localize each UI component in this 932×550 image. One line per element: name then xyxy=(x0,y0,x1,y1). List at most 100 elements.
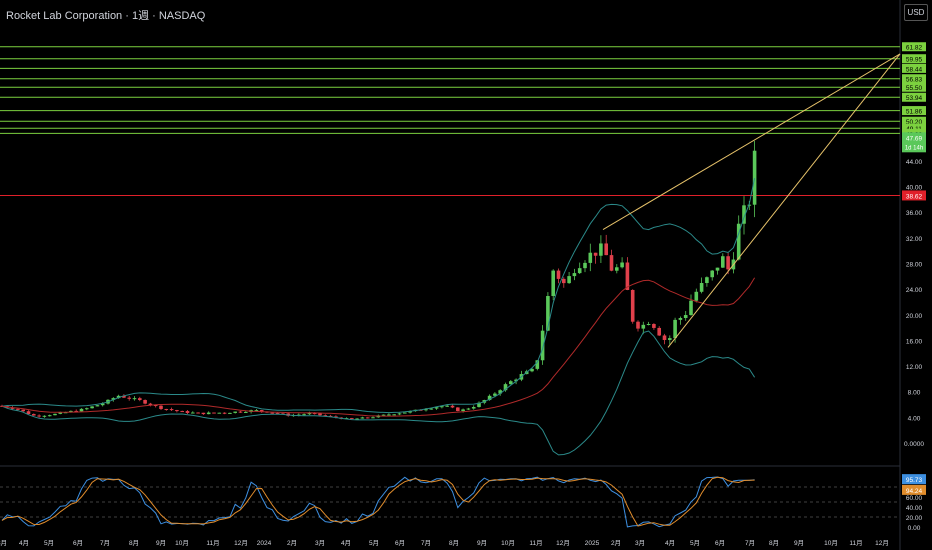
candle-body xyxy=(440,406,444,408)
candle-body xyxy=(694,291,699,301)
time-tick-label: 11月 xyxy=(529,539,542,547)
candle-body xyxy=(535,360,540,369)
price-tick-label: 12.00 xyxy=(906,364,923,371)
chart-title: Rocket Lab Corporation · 1週 · NASDAQ xyxy=(6,10,206,22)
candle-body xyxy=(615,267,619,271)
stoch-k-label: 95.73 xyxy=(906,477,923,484)
price-tick-label: 4.00 xyxy=(908,415,921,422)
candle-body xyxy=(471,407,476,409)
currency-button[interactable]: USD xyxy=(904,4,928,21)
bollinger-upper xyxy=(1,178,756,414)
candle-body xyxy=(153,405,158,407)
candle-body xyxy=(572,273,577,277)
time-tick-label: 5月 xyxy=(44,539,54,547)
candle-body xyxy=(630,289,635,322)
level-label-bg xyxy=(902,116,926,126)
candle-body xyxy=(334,416,338,418)
price-tick-label: 28.00 xyxy=(906,262,923,269)
candle-body xyxy=(498,390,502,394)
candle-body xyxy=(705,277,709,284)
candle-body xyxy=(721,256,725,268)
candle-body xyxy=(503,384,508,391)
candle-body xyxy=(233,411,237,413)
time-tick-label: 10月 xyxy=(175,539,189,547)
price-tick-label: 24.00 xyxy=(906,287,923,294)
candle-body xyxy=(212,412,216,414)
candle-body xyxy=(551,270,555,297)
candle-body xyxy=(556,270,561,279)
candle-body xyxy=(79,408,84,412)
candle-body xyxy=(360,417,365,419)
level-label: 61.82 xyxy=(902,42,926,52)
time-tick-label: 2月 xyxy=(287,539,297,547)
time-tick-label: 11月 xyxy=(849,539,862,547)
candle-body xyxy=(392,414,396,416)
time-tick-label: 12月 xyxy=(234,539,248,547)
osc-tick-label: 0.00 xyxy=(908,525,921,532)
price-tick-label: 0.0000 xyxy=(904,441,924,448)
level-label-bg xyxy=(902,82,926,92)
candle-body xyxy=(715,267,720,271)
candle-body xyxy=(32,414,36,416)
candle-body xyxy=(122,395,126,398)
countdown-text: 1d 14h xyxy=(905,145,923,151)
candle-body xyxy=(726,256,730,270)
candle-body xyxy=(408,411,412,413)
candle-body xyxy=(604,243,608,256)
candle-body xyxy=(164,408,169,410)
candle-body xyxy=(127,397,131,399)
candle-body xyxy=(509,381,513,385)
level-label: 56.83 xyxy=(902,74,926,84)
time-tick-label: 7月 xyxy=(745,539,755,547)
candle-body xyxy=(42,415,47,417)
candle-body xyxy=(302,414,306,416)
stoch-d-line xyxy=(1,476,755,527)
candle-body xyxy=(355,418,359,420)
candle-body xyxy=(577,268,582,274)
price-tick-label: 20.00 xyxy=(906,313,923,320)
candle-body xyxy=(456,407,460,412)
candle-body xyxy=(191,412,195,414)
time-tick-label: 7月 xyxy=(421,539,431,547)
candle-body xyxy=(466,408,471,410)
candle-body xyxy=(206,412,211,415)
candle-body xyxy=(37,415,41,417)
candle-body xyxy=(58,412,63,414)
level-label-bg xyxy=(902,63,926,73)
wedge-lower xyxy=(667,53,901,348)
time-tick-label: 5月 xyxy=(369,539,379,547)
support-label-bg xyxy=(902,190,926,201)
bollinger-lower xyxy=(1,330,756,456)
candle-body xyxy=(652,324,656,328)
candle-body xyxy=(646,324,651,326)
candle-body xyxy=(583,262,587,269)
level-label-text: 59.95 xyxy=(906,57,923,64)
candle-body xyxy=(307,413,312,415)
wedge-upper xyxy=(602,53,901,230)
level-label-text: 58.44 xyxy=(906,66,923,73)
candle-body xyxy=(47,415,52,417)
candle-body xyxy=(10,407,15,409)
level-label: 59.95 xyxy=(902,54,926,64)
candle-body xyxy=(609,255,614,271)
candle-body xyxy=(90,406,94,409)
level-label-text: 56.83 xyxy=(906,77,923,84)
price-tick-label: 44.00 xyxy=(906,159,923,166)
candle-body xyxy=(567,276,571,284)
time-tick-label: 8月 xyxy=(769,539,779,547)
time-tick-label: 5月 xyxy=(690,539,700,547)
candle-body xyxy=(540,330,545,361)
level-label-text: 51.86 xyxy=(906,109,923,116)
candle-body xyxy=(562,278,566,284)
candle-body xyxy=(312,413,317,415)
candle-body xyxy=(403,412,407,414)
candle-body xyxy=(259,410,264,412)
candle-body xyxy=(678,318,683,320)
candle-body xyxy=(111,398,116,400)
candles-group xyxy=(0,140,757,420)
level-label-bg xyxy=(902,106,926,116)
last-price-text: 47.69 xyxy=(906,135,923,142)
candle-body xyxy=(254,410,259,412)
bollinger-basis xyxy=(1,277,756,417)
